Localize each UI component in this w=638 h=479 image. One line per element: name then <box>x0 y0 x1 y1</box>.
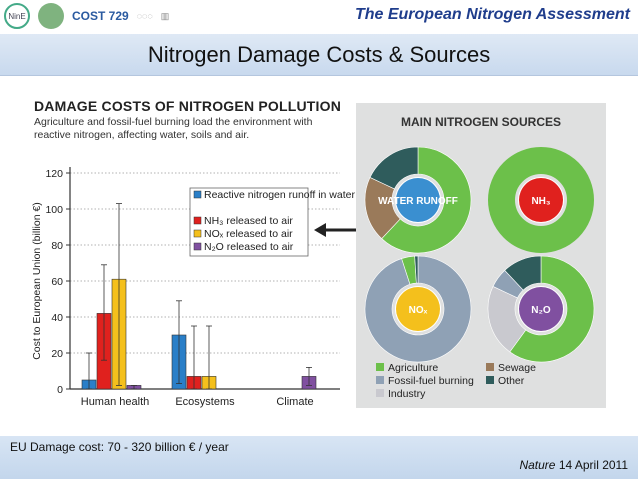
assessment-title: The European Nitrogen Assessment <box>354 6 630 23</box>
x-tick-label: Ecosystems <box>175 396 235 408</box>
figure-subtitle: Agriculture and fossil-fuel burning load… <box>34 116 313 141</box>
legend-swatch <box>193 190 202 199</box>
legend-swatch <box>486 363 494 371</box>
y-tick-label: 100 <box>45 204 63 216</box>
legend-swatch <box>486 376 494 384</box>
legend-swatch <box>376 376 384 384</box>
legend-swatch <box>193 216 202 225</box>
pie-slice <box>488 147 594 253</box>
pie-slice <box>509 255 595 363</box>
legend-swatch <box>376 389 384 397</box>
donut-label: WATER RUNOFF <box>378 196 458 207</box>
legend-label: N₂O released to air <box>204 241 294 253</box>
damage-cost-bar-chart: 0 20 40 60 80 100 120 Cost to European Union (b… <box>31 167 355 408</box>
title-bar: Nitrogen Damage Costs & Sources <box>0 34 638 76</box>
slide-title: Nitrogen Damage Costs & Sources <box>147 42 491 67</box>
pie-slice <box>364 255 472 363</box>
pie-slice <box>414 255 419 284</box>
legend-swatch <box>193 229 202 238</box>
donut-label: NH₃ <box>531 196 550 207</box>
legend-label: Industry <box>388 388 426 400</box>
legend-label: Agriculture <box>388 362 438 374</box>
pie-slice <box>369 146 419 190</box>
arrow-icon <box>314 223 358 237</box>
y-axis-label: Cost to European Union (billion €) <box>31 202 43 360</box>
partner-logo-1: ◌◌◌ <box>136 11 153 21</box>
y-tick-label: 40 <box>51 312 63 324</box>
legend-label: NOₓ released to air <box>204 228 293 240</box>
legend-label: NH₃ released to air <box>204 215 293 227</box>
citation: Nature 14 April 2011 <box>519 458 628 472</box>
footer-bar: EU Damage cost: 70 - 320 billion € / yea… <box>0 436 638 479</box>
y-tick-label: 20 <box>51 348 63 360</box>
eu-damage-cost: EU Damage cost: 70 - 320 billion € / yea… <box>10 440 229 454</box>
donut-center-disc <box>396 287 440 331</box>
x-tick-label: Human health <box>81 396 150 408</box>
legend-label: Sewage <box>498 362 536 374</box>
nine-logo: NinE <box>4 3 30 29</box>
y-tick-label: 0 <box>57 384 63 396</box>
citation-journal: Nature <box>519 458 556 472</box>
logo-strip: NinE COST 729 ◌◌◌ ▥ <box>4 2 169 30</box>
green-emblem-logo <box>38 3 64 29</box>
donut-label: N₂O <box>531 305 551 316</box>
nitrogen-sources-panel: MAIN NITROGEN SOURCES WATER RUNOFF NH₃ NOₓ… <box>356 103 606 408</box>
sources-donut-charts: WATER RUNOFF NH₃ NOₓ N₂O AgricultureFossil-f… <box>364 146 595 400</box>
figure-title: DAMAGE COSTS OF NITROGEN POLLUTION <box>34 98 342 114</box>
pie-slice <box>504 255 542 291</box>
y-tick-label: 60 <box>51 276 63 288</box>
header-bar: NinE COST 729 ◌◌◌ ▥ The European Nitroge… <box>0 0 638 32</box>
legend-label: Fossil-fuel burning <box>388 375 474 387</box>
y-tick-label: 80 <box>51 240 63 252</box>
donut-center-disc <box>519 178 563 222</box>
legend-label: Other <box>498 375 525 387</box>
pie-slice <box>381 146 472 254</box>
cost-729-logo: COST 729 <box>72 9 129 23</box>
legend-swatch <box>376 363 384 371</box>
donut-center-disc <box>396 178 440 222</box>
legend-box <box>189 187 309 257</box>
donut-label: NOₓ <box>409 305 428 316</box>
legend-swatch <box>193 242 202 251</box>
sources-title: MAIN NITROGEN SOURCES <box>400 115 561 129</box>
partner-logo-2: ▥ <box>160 10 170 21</box>
citation-date: 14 April 2011 <box>558 458 628 472</box>
legend-label: Reactive nitrogen runoff in water <box>204 189 355 201</box>
x-tick-label: Climate <box>276 396 313 408</box>
donut-center-disc <box>519 287 563 331</box>
y-tick-label: 120 <box>45 168 63 180</box>
